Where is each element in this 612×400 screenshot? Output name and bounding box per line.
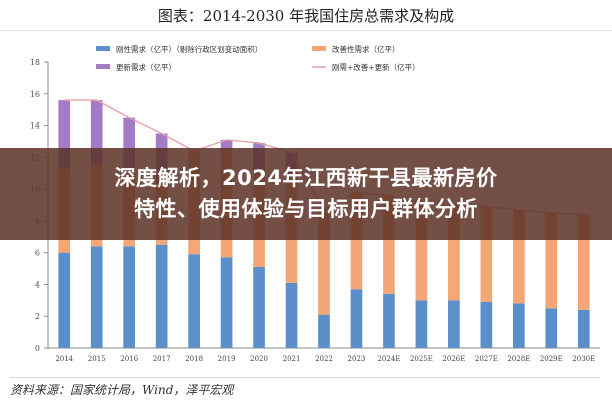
bar-rigid-2022 (318, 314, 330, 348)
bar-improvement-2025E (415, 203, 428, 301)
legend-label: 更新需求（亿平） (116, 62, 176, 72)
bar-improvement-2028E (512, 209, 525, 304)
bar-improvement-2026E (448, 205, 460, 301)
x-tick-label: 2016 (120, 355, 138, 363)
y-tick-label: 14 (30, 122, 40, 131)
bar-rigid-2029E (545, 308, 558, 348)
x-tick-label: 2020 (250, 355, 268, 363)
x-tick-label: 2021 (283, 355, 301, 363)
bar-rigid-2019 (220, 257, 233, 348)
legend-label: 刚性需求（亿平）（剔除行政区划变动面积） (116, 44, 262, 54)
bar-renewal-2019 (220, 139, 233, 150)
headline-line-1: 深度解析，2024年江西新干县最新房价 (114, 166, 498, 190)
y-tick-label: 18 (30, 58, 40, 67)
bar-improvement-2027E (480, 206, 493, 302)
bar-rigid-2016 (123, 246, 136, 348)
legend-swatch (96, 64, 110, 69)
bar-rigid-2023 (350, 289, 363, 348)
y-tick-label: 2 (35, 312, 40, 321)
bar-rigid-2017 (155, 244, 168, 348)
chart-title: 图表：2014-2030 年我国住房总需求及构成 (0, 0, 612, 31)
x-tick-label: 2030E (572, 355, 595, 363)
bar-rigid-2025E (415, 300, 428, 348)
y-tick-label: 6 (35, 249, 40, 258)
x-axis-labels: 2014 2015 2016 2017 2018 2019 2020 2021 2022 2023… (55, 355, 595, 363)
bar-rigid-2014 (58, 252, 71, 348)
headline-overlay: 深度解析，2024年江西新干县最新房价 特性、使用体验与目标用户群体分析 (0, 148, 612, 240)
headline-line-2: 特性、使用体验与目标用户群体分析 (134, 197, 478, 221)
x-tick-label: 2022 (315, 355, 333, 363)
legend-label: 改善性需求（亿平） (332, 44, 400, 54)
x-tick-label: 2026E (442, 355, 465, 363)
x-tick-label: 2027E (475, 355, 498, 363)
x-tick-label: 2018 (185, 355, 203, 363)
bar-rigid-2028E (512, 303, 525, 348)
x-tick-label: 2017 (153, 355, 171, 363)
legend-swatch (96, 46, 110, 51)
x-tick-label: 2019 (218, 355, 236, 363)
x-tick-label: 2025E (410, 355, 433, 363)
bar-rigid-2018 (188, 254, 200, 348)
x-tick-label: 2014 (55, 355, 73, 363)
bar-improvement-2022 (318, 209, 330, 315)
source-note: 资料来源：国家统计局，Wind，泽平宏观 (10, 377, 600, 398)
legend-label: 刚需+改善+更新（亿平） (332, 62, 420, 72)
bar-renewal-2015 (90, 100, 103, 166)
bar-renewal-2014 (58, 100, 71, 169)
bar-renewal-2016 (123, 117, 136, 172)
bar-improvement-2023 (350, 192, 363, 290)
x-tick-label: 2015 (88, 355, 106, 363)
bar-rigid-2015 (90, 246, 103, 348)
x-tick-label: 2023 (348, 355, 366, 363)
bar-improvement-2029E (545, 212, 558, 309)
bar-rigid-2024E (383, 293, 395, 348)
x-tick-label: 2028E (507, 355, 530, 363)
bar-rigid-2020 (253, 266, 265, 348)
y-tick-label: 16 (30, 90, 40, 99)
x-tick-label: 2024E (377, 355, 400, 363)
legend: 刚性需求（亿平）（剔除行政区划变动面积） 改善性需求（亿平） 更新需求（亿平） 刚需+… (96, 44, 420, 72)
y-tick-label: 0 (35, 344, 40, 353)
y-tick-label: 4 (35, 280, 40, 289)
bar-improvement-2024E (383, 195, 395, 294)
bar-improvement-2030E (577, 214, 590, 310)
x-tick-label: 2029E (540, 355, 563, 363)
bar-rigid-2030E (577, 309, 590, 348)
legend-swatch (312, 46, 326, 51)
bar-rigid-2021 (285, 282, 298, 348)
bar-rigid-2026E (448, 300, 460, 348)
bar-rigid-2027E (480, 301, 493, 348)
